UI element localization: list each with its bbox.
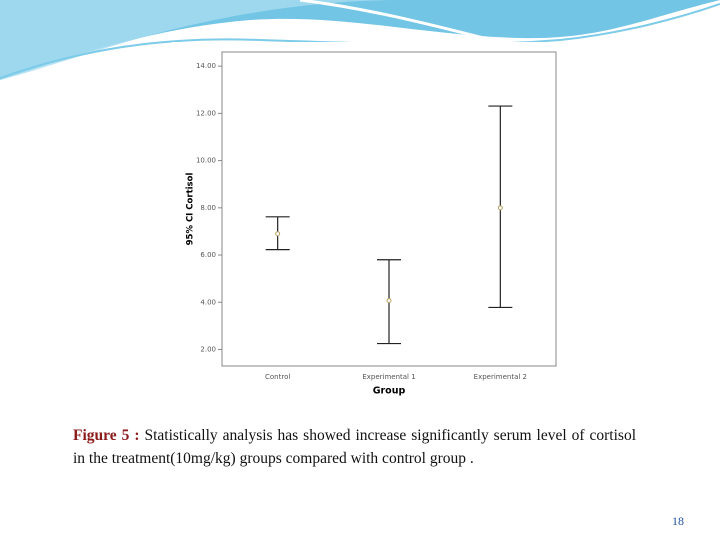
caption-text: Statistically analysis has showed increa… <box>73 427 636 467</box>
x-tick-label: Experimental 2 <box>474 373 527 381</box>
y-tick-label: 10.00 <box>196 157 216 165</box>
x-tick-label: Experimental 1 <box>362 373 415 381</box>
caption: Figure 5 : Statistically analysis has sh… <box>73 424 636 470</box>
y-axis-label: 95% CI Cortisol <box>186 173 196 246</box>
y-tick-label: 12.00 <box>196 109 216 117</box>
chart: 95% CI Cortisol Group 2.00 4.00 6.00 8.00 10… <box>172 42 562 406</box>
y-tick-label: 2.00 <box>200 345 216 353</box>
y-tick-label: 6.00 <box>200 251 216 259</box>
caption-label: Figure 5 : <box>73 427 140 444</box>
mean-marker <box>275 231 281 237</box>
x-tick-label: Control <box>265 373 290 381</box>
y-tick-label: 8.00 <box>200 204 216 212</box>
page-number: 18 <box>672 514 684 528</box>
mean-marker <box>386 298 392 304</box>
y-tick-label: 14.00 <box>196 62 216 70</box>
mean-marker <box>497 205 503 211</box>
y-tick-label: 4.00 <box>200 298 216 306</box>
x-axis-label: Group <box>373 386 406 397</box>
